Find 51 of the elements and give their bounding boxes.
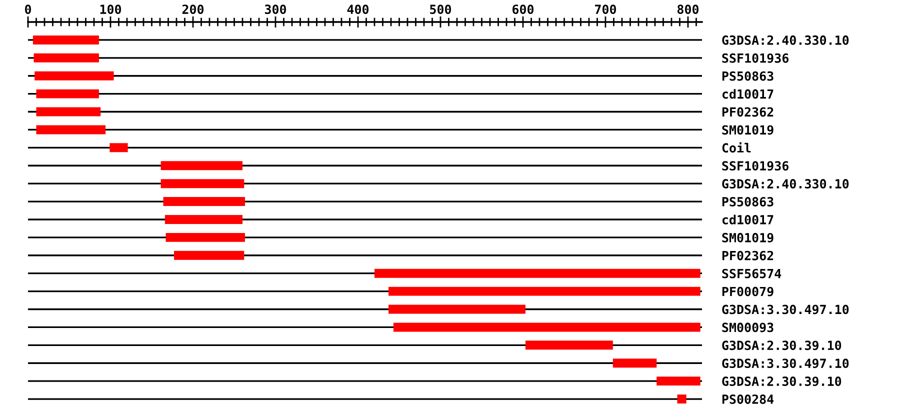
y-tick-label: PF02362 (722, 250, 774, 260)
x-tick-label: 300 (264, 4, 286, 14)
y-tick-label: SSF101936 (722, 161, 788, 171)
y-tick-label: PS50863 (722, 197, 774, 206)
y-tick-label: Coil (722, 142, 751, 153)
y-tick-label: cd10017 (722, 214, 774, 224)
y-tick-label: PF00079 (722, 286, 774, 296)
bar (110, 143, 128, 152)
bar (166, 232, 245, 242)
y-tick-label: G3DSA:2.40.330.10 (722, 179, 849, 189)
bar (160, 161, 242, 170)
bar (36, 89, 99, 98)
x-tick-label: 600 (512, 4, 534, 14)
x-tick-label: 700 (595, 4, 616, 14)
bar (174, 250, 244, 260)
bar (393, 322, 700, 332)
y-tick-label: G3DSA:3.30.497.10 (722, 304, 849, 314)
y-tick-label: SM01019 (722, 125, 774, 135)
bar (164, 215, 242, 224)
y-tick-label: SM01019 (722, 232, 774, 242)
x-tick-label: 100 (100, 4, 122, 14)
bar (160, 179, 244, 188)
bar (163, 197, 245, 206)
x-tick-label: 0 (24, 4, 32, 14)
bar (36, 107, 101, 116)
y-tick-label: G3DSA:2.30.39.10 (722, 340, 842, 350)
y-tick-label: G3DSA:2.30.39.10 (722, 376, 842, 386)
y-tick-label: cd10017 (722, 89, 774, 99)
x-tick-label: 500 (430, 4, 452, 14)
bar (525, 340, 613, 350)
y-tick-label: SSF56574 (722, 268, 782, 278)
bar (677, 394, 686, 404)
bar (32, 35, 99, 44)
bar (388, 286, 700, 296)
bar (656, 376, 700, 386)
bar (34, 53, 99, 62)
x-tick-label: 200 (182, 4, 204, 14)
y-tick-label: G3DSA:3.30.497.10 (722, 358, 849, 368)
y-tick-label: PS50863 (722, 71, 774, 81)
y-tick-label: G3DSA:2.40.330.10 (722, 35, 849, 45)
bar (388, 304, 526, 314)
y-tick-label: PS00284 (722, 394, 774, 404)
x-tick-label: 800 (677, 4, 699, 14)
bar (34, 71, 114, 80)
bar (374, 268, 700, 278)
x-tick-label: 400 (347, 4, 369, 14)
y-tick-label: SM00093 (722, 322, 774, 332)
bar (36, 125, 106, 134)
y-tick-label: SSF101936 (722, 53, 788, 63)
bar (612, 358, 657, 368)
y-tick-label: PF02362 (722, 107, 774, 117)
